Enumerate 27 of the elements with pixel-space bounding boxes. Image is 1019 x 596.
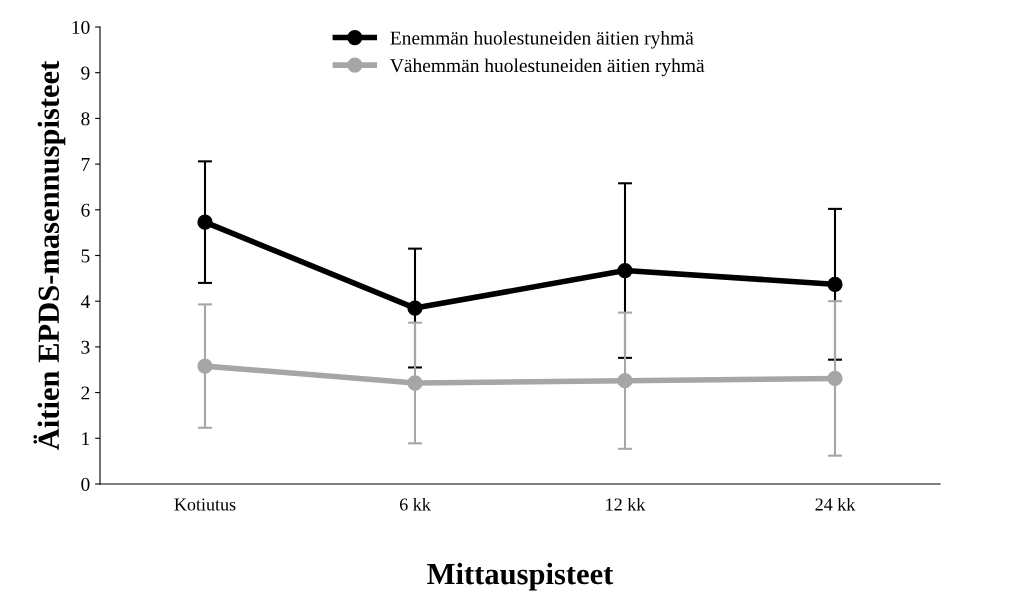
point	[617, 373, 633, 389]
y-tick-label: 3	[81, 340, 90, 354]
point	[407, 375, 423, 391]
y-tick-label: 6	[81, 203, 90, 217]
point	[617, 262, 633, 279]
legend-label: Enemmän huolestuneiden äitien ryhmä	[390, 30, 694, 49]
y-tick-label: 10	[72, 20, 90, 34]
y-tick-label: 1	[82, 432, 90, 446]
y-tick-label: 0	[81, 477, 90, 491]
point	[407, 300, 423, 316]
point	[197, 214, 213, 230]
y-tick-label: 4	[80, 295, 90, 308]
x-axis-title: Mittauspisteet	[427, 562, 614, 591]
point	[827, 276, 843, 292]
y-tick-label: 8	[81, 112, 90, 126]
x-tick-label: 24 kk	[815, 497, 856, 511]
x-tick-label: Kotiutus	[174, 498, 236, 511]
y-tick-label: 7	[81, 158, 90, 171]
y-axis-title: Äitien EPDS-masennuspisteet	[33, 60, 66, 450]
point	[827, 370, 843, 387]
x-tick-label: 6 kk	[399, 497, 431, 511]
y-tick-label: 2	[81, 386, 90, 400]
legend-label: Vähemmän huolestuneiden äitien ryhmä	[390, 58, 705, 77]
y-tick-label: 9	[81, 66, 90, 80]
x-tick-label: 12 kk	[606, 497, 646, 511]
y-tick-label: 5	[81, 249, 90, 263]
point	[197, 358, 213, 374]
